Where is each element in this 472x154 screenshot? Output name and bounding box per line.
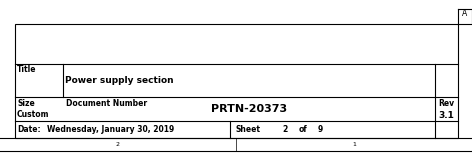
Text: Custom: Custom [17, 110, 50, 119]
Text: Rev: Rev [438, 99, 454, 107]
Text: 1: 1 [352, 142, 356, 147]
Text: Sheet: Sheet [235, 125, 260, 134]
Text: Wednesday, January 30, 2019: Wednesday, January 30, 2019 [47, 125, 174, 134]
Text: PRTN-20373: PRTN-20373 [211, 104, 287, 114]
Text: 9: 9 [317, 125, 323, 134]
Bar [15, 24, 458, 138]
Text: Title: Title [17, 65, 36, 75]
Text: 2: 2 [282, 125, 287, 134]
Text: A: A [463, 10, 468, 18]
Text: 3.1: 3.1 [438, 111, 455, 120]
Text: Size: Size [17, 99, 35, 107]
Text: Date:: Date: [17, 125, 41, 134]
Text: of: of [299, 125, 307, 134]
Text: Document Number: Document Number [66, 99, 147, 107]
Text: 2: 2 [116, 142, 120, 147]
Text: Power supply section: Power supply section [65, 76, 174, 85]
